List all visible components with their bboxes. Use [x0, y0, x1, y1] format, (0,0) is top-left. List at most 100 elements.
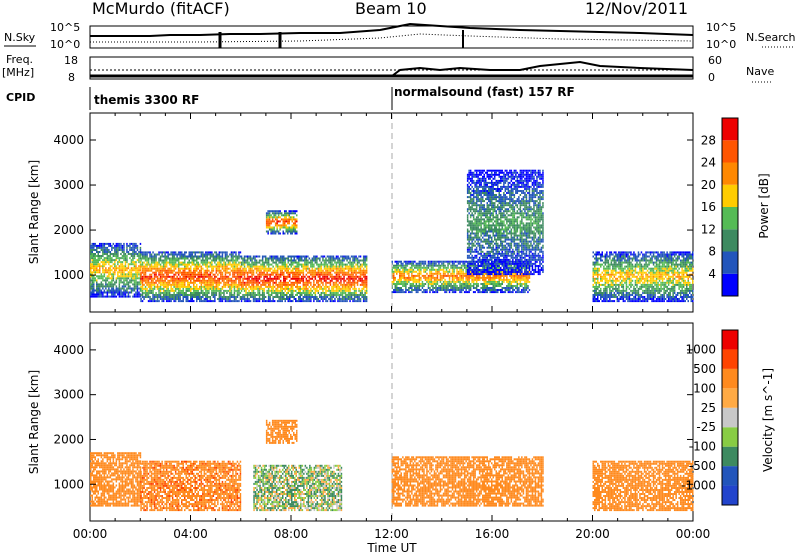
- power-cell: [450, 274, 452, 277]
- power-cell: [223, 261, 225, 264]
- power-cell: [120, 265, 122, 268]
- power-cell: [521, 274, 523, 277]
- power-cell: [329, 259, 332, 262]
- power-cell: [266, 271, 268, 274]
- power-cell: [139, 269, 142, 272]
- power-cell: [200, 289, 203, 292]
- power-cell: [177, 294, 180, 296]
- power-cell: [346, 283, 348, 286]
- power-cell: [317, 289, 320, 292]
- power-cell: [105, 269, 107, 272]
- power-cell: [329, 296, 332, 298]
- power-cell: [111, 259, 113, 262]
- power-cell: [211, 267, 213, 270]
- power-cell: [275, 296, 277, 298]
- power-cell: [468, 222, 470, 225]
- power-cell: [152, 281, 154, 284]
- power-cell: [115, 251, 118, 253]
- power-cell: [239, 261, 242, 264]
- power-cell: [251, 275, 253, 278]
- power-cell: [221, 292, 224, 294]
- power-cell: [393, 266, 395, 269]
- power-cell: [420, 276, 422, 279]
- power-cell: [311, 267, 314, 270]
- power-cell: [283, 298, 285, 300]
- power-cell: [258, 277, 261, 280]
- power-cell: [267, 289, 270, 292]
- power-cell: [349, 298, 351, 300]
- power-cell: [290, 296, 292, 298]
- power-cell: [337, 277, 339, 280]
- power-cell: [435, 268, 437, 271]
- power-cell: [215, 253, 218, 256]
- power-cell: [94, 249, 96, 251]
- power-cell: [230, 263, 233, 266]
- power-cell: [123, 259, 125, 262]
- power-cell: [167, 253, 169, 256]
- power-cell: [140, 251, 142, 254]
- power-cell: [304, 257, 306, 260]
- power-cell: [488, 276, 490, 279]
- power-cell: [218, 269, 221, 272]
- power-cell: [267, 298, 270, 300]
- power-cell: [302, 269, 305, 272]
- power-cell: [453, 291, 455, 294]
- power-cell: [426, 266, 428, 269]
- power-cell: [267, 232, 269, 235]
- power-cell: [399, 280, 401, 283]
- power-cell: [396, 283, 398, 285]
- power-cell: [290, 289, 292, 292]
- power-cell: [221, 263, 224, 266]
- power-cell: [393, 278, 395, 281]
- power-cell: [391, 270, 393, 273]
- power-cell: [466, 248, 469, 251]
- power-cell: [424, 276, 427, 279]
- power-cell: [313, 296, 315, 298]
- power-cell: [341, 277, 344, 280]
- power-cell: [344, 294, 347, 296]
- power-cell: [127, 273, 130, 276]
- power-cell: [329, 289, 332, 292]
- power-cell: [353, 267, 356, 270]
- power-cell: [243, 273, 246, 276]
- power-cell: [185, 287, 187, 290]
- power-cell: [307, 292, 309, 294]
- power-cell: [144, 294, 147, 296]
- power-cell: [281, 271, 283, 274]
- power-cell: [208, 300, 210, 303]
- power-cell: [182, 253, 184, 256]
- power-cell: [138, 273, 140, 276]
- power-cell: [170, 253, 172, 256]
- power-cell: [270, 210, 272, 213]
- power-cell: [214, 287, 216, 290]
- power-cell: [105, 253, 107, 255]
- power-cell: [414, 287, 416, 289]
- power-cell: [115, 257, 118, 260]
- power-cell: [199, 279, 201, 282]
- power-cell: [235, 257, 237, 260]
- power-cell: [270, 230, 272, 233]
- power-cell: [277, 230, 280, 233]
- power-cell: [435, 278, 437, 281]
- power-cell: [362, 283, 365, 286]
- power-cell: [185, 277, 187, 280]
- power-cell: [494, 276, 496, 279]
- power-cell: [329, 265, 332, 268]
- power-cell: [466, 254, 469, 257]
- power-cell: [433, 287, 436, 289]
- power-cell: [397, 291, 399, 294]
- power-cell: [112, 291, 115, 294]
- power-cell: [516, 291, 519, 294]
- power-cell: [126, 279, 128, 282]
- power-cell: [319, 263, 321, 266]
- power-cell: [329, 261, 332, 264]
- power-cell: [193, 294, 195, 296]
- power-cell: [136, 295, 139, 298]
- power-cell: [164, 281, 166, 284]
- power-cell: [290, 285, 292, 288]
- power-cell: [121, 257, 124, 260]
- power-cell: [232, 275, 234, 278]
- power-cell: [444, 280, 446, 283]
- power-cell: [217, 287, 219, 290]
- power-cell: [187, 265, 189, 268]
